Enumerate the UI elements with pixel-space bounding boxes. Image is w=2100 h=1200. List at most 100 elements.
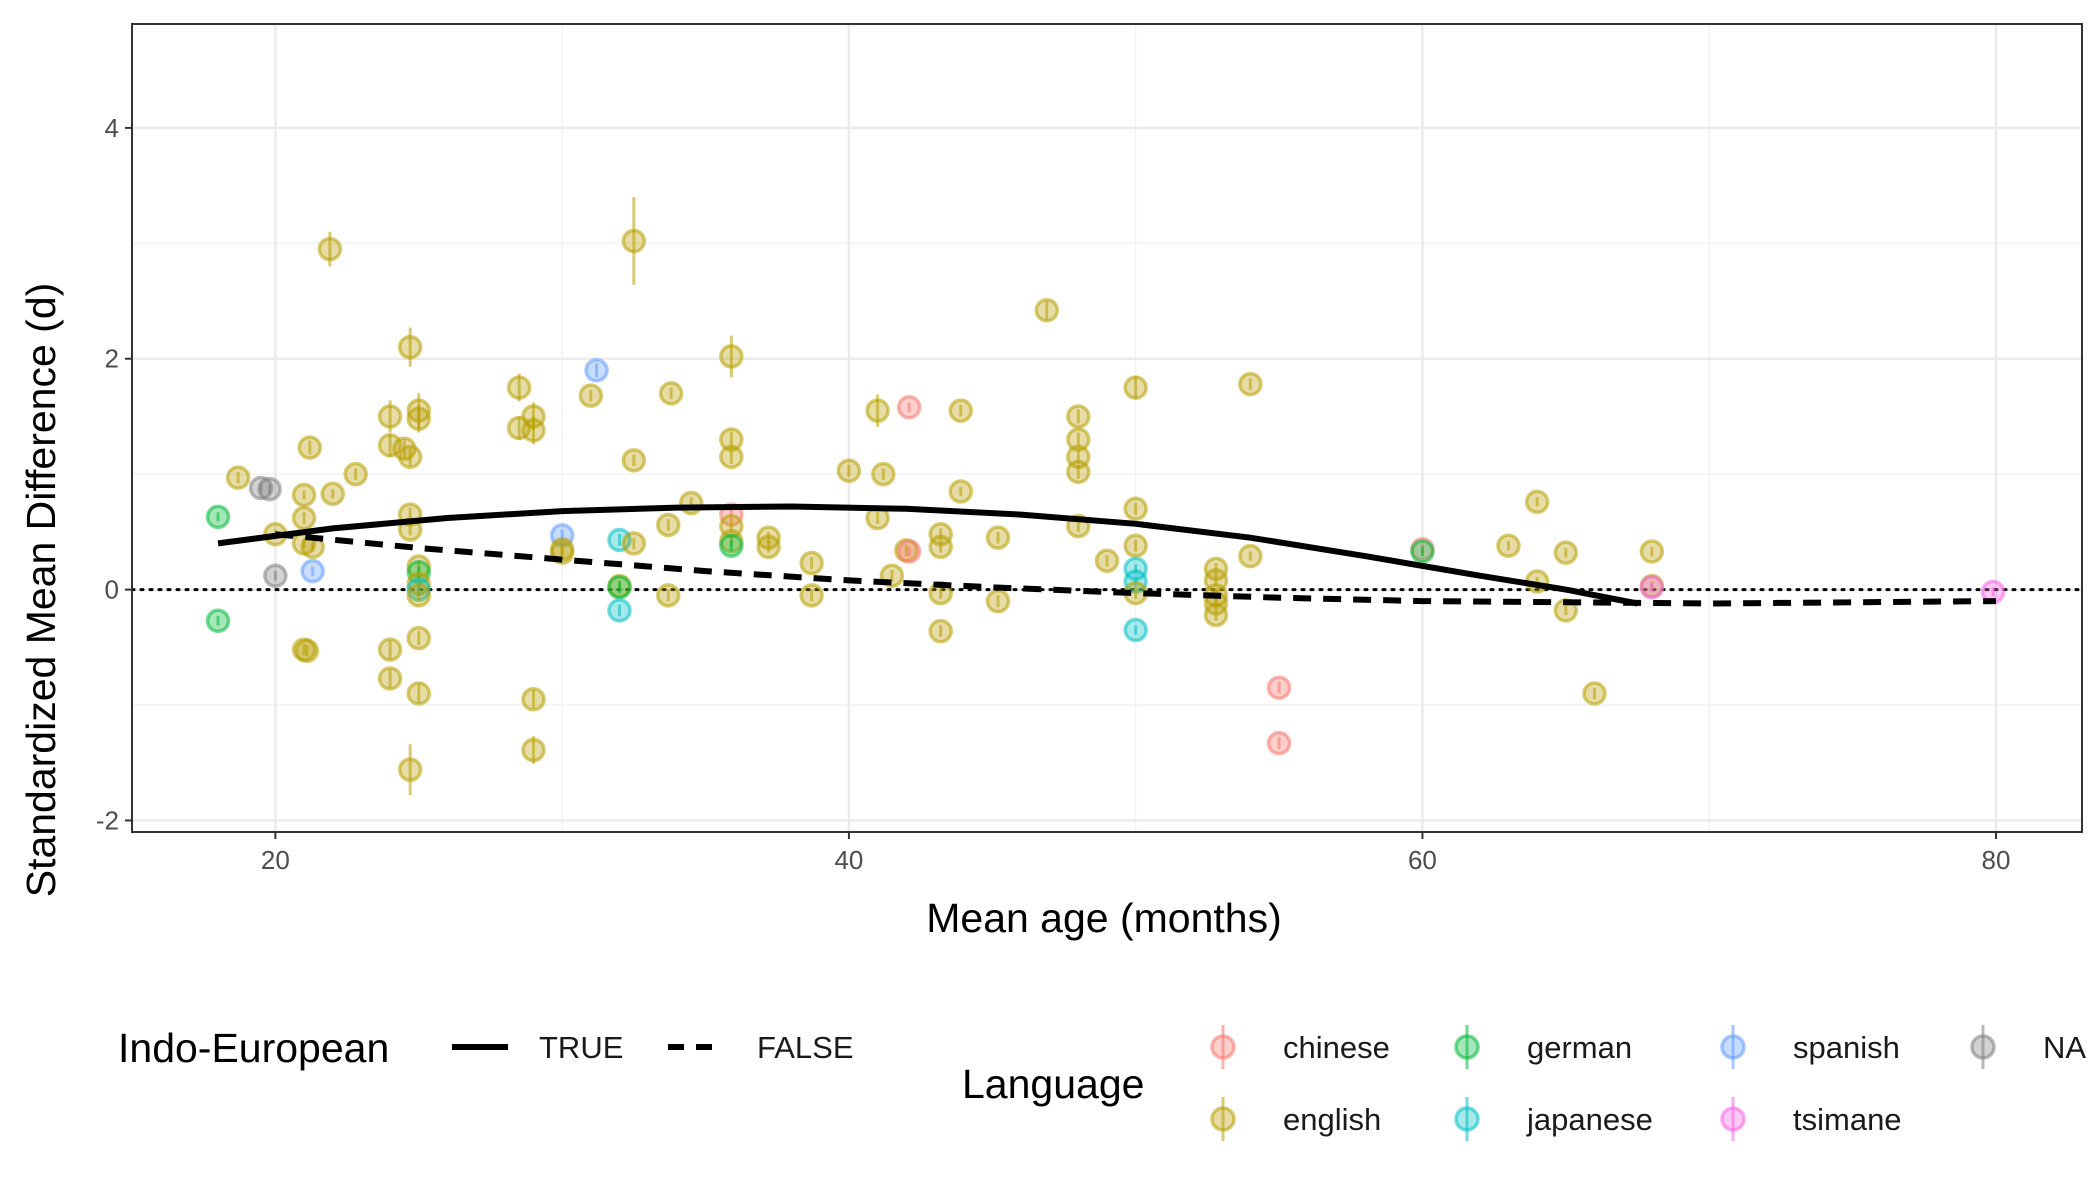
point-marker	[1123, 617, 1148, 643]
data-point-english	[621, 197, 647, 285]
point-marker	[799, 550, 824, 576]
point-marker	[320, 481, 345, 507]
legend-label-spanish: spanish	[1793, 1030, 1900, 1065]
x-tick-label: 20	[261, 845, 290, 875]
data-point-chinese	[1266, 730, 1292, 756]
point-marker	[263, 563, 288, 588]
legend-marker	[1454, 1106, 1480, 1132]
data-point-japanese	[607, 598, 632, 623]
point-marker	[607, 575, 632, 600]
data-point-english	[291, 505, 317, 531]
legend-label-true: TRUE	[539, 1030, 623, 1065]
data-point-english	[1123, 580, 1148, 606]
point-marker	[1639, 575, 1665, 600]
data-point-english	[1123, 375, 1148, 400]
point-marker	[317, 236, 343, 262]
data-point-english	[865, 394, 890, 427]
point-marker	[896, 539, 922, 564]
data-point-english	[1066, 427, 1091, 452]
data-point-english	[1582, 681, 1607, 706]
x-tick-label: 40	[834, 845, 863, 875]
data-point-english	[985, 588, 1011, 614]
point-marker	[257, 476, 282, 502]
data-point-english	[377, 637, 403, 662]
point-marker	[656, 583, 681, 608]
point-marker	[506, 375, 532, 400]
point-marker	[656, 512, 681, 538]
data-point-chinese	[896, 394, 922, 420]
legend-key-german	[1454, 1025, 1480, 1069]
data-point-english	[799, 583, 824, 608]
data-point-english	[1238, 371, 1263, 397]
data-point-english	[1496, 533, 1521, 558]
legend-label-chinese: chinese	[1283, 1030, 1390, 1065]
point-marker	[1238, 543, 1263, 569]
data-point-english	[521, 736, 546, 764]
point-marker	[377, 666, 403, 691]
data-point-english	[656, 512, 681, 538]
data-point-english	[948, 398, 973, 423]
data-point-english	[928, 618, 953, 644]
point-marker	[1524, 489, 1550, 515]
point-marker	[291, 505, 317, 531]
data-point-german	[205, 608, 231, 634]
legend-marker	[1720, 1034, 1746, 1060]
trend-line-false	[275, 531, 1997, 607]
point-marker	[871, 461, 896, 487]
point-marker	[521, 418, 546, 443]
legend-title-indo-european: Indo-European	[118, 1025, 389, 1071]
data-point-english	[1553, 540, 1579, 565]
data-point-english	[320, 481, 345, 507]
data-point-english	[985, 525, 1011, 550]
point-marker	[621, 531, 647, 556]
data-point-english	[621, 448, 647, 473]
point-marker	[719, 444, 744, 470]
point-marker	[397, 334, 423, 360]
data-point-chinese	[1266, 675, 1292, 700]
point-marker	[521, 687, 546, 712]
point-marker	[719, 533, 744, 558]
point-marker	[1496, 533, 1521, 558]
point-marker	[1410, 539, 1435, 564]
data-point-english	[377, 433, 403, 458]
panel-border	[131, 23, 2083, 833]
data-point-german	[719, 533, 744, 558]
data-point-english	[621, 531, 647, 556]
data-point-english	[719, 444, 744, 470]
point-marker	[1553, 540, 1579, 565]
data-point-english	[291, 482, 317, 508]
data-point-japanese	[1123, 617, 1148, 643]
point-marker	[658, 381, 684, 406]
point-marker	[205, 608, 231, 634]
legend-key-english	[1210, 1097, 1236, 1141]
point-marker	[1266, 675, 1292, 700]
legend-key-spanish	[1720, 1025, 1746, 1069]
point-marker	[948, 398, 973, 423]
data-point-german	[607, 575, 632, 600]
point-marker	[397, 444, 423, 470]
point-marker	[1066, 459, 1091, 485]
point-marker	[1238, 371, 1263, 397]
point-marker	[948, 479, 973, 504]
point-marker	[1123, 375, 1148, 400]
y-tick-label: 0	[105, 575, 119, 605]
data-point-NA	[257, 476, 282, 502]
trend-line-true	[217, 503, 1639, 607]
legend-marker	[1210, 1034, 1236, 1060]
data-point-english	[294, 638, 320, 664]
legend-key-na	[1970, 1025, 1996, 1069]
data-point-english	[406, 404, 432, 433]
legend-label-na: NA	[2043, 1030, 2086, 1065]
data-point-english	[1066, 459, 1091, 485]
point-marker	[756, 534, 781, 560]
data-point-english	[871, 461, 896, 487]
point-marker	[1203, 602, 1229, 628]
legend-label-english: english	[1283, 1102, 1381, 1137]
data-point-english	[297, 435, 323, 460]
data-point-english	[317, 231, 343, 267]
data-point-english	[1094, 548, 1120, 573]
legend-marker	[1454, 1034, 1480, 1060]
y-tick-label: 2	[105, 344, 119, 374]
data-point-english	[406, 681, 432, 706]
